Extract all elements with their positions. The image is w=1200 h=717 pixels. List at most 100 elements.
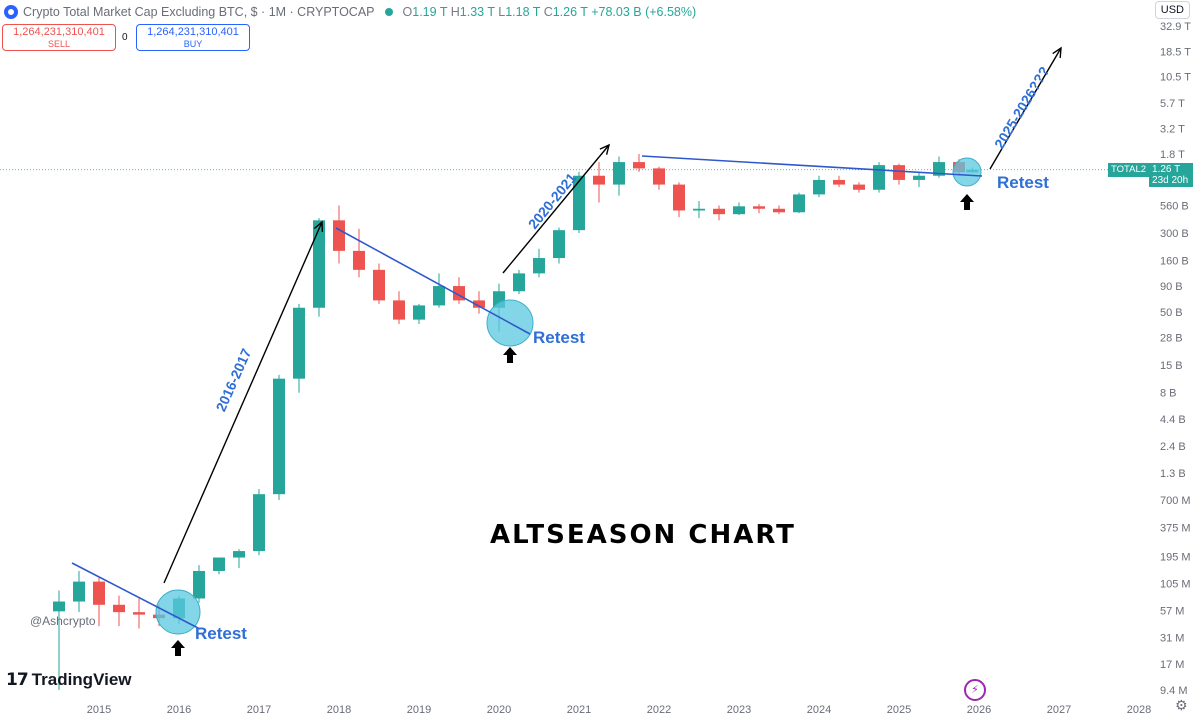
candle-body bbox=[273, 378, 285, 495]
candle-body bbox=[813, 179, 825, 195]
candle-body bbox=[553, 230, 565, 259]
symbol-logo-icon bbox=[4, 5, 18, 19]
y-tick-label: 160 B bbox=[1160, 256, 1189, 268]
y-tick-label: 1.8 T bbox=[1160, 149, 1185, 161]
candle-body bbox=[53, 601, 65, 612]
chart-header: Crypto Total Market Cap Excluding BTC, $… bbox=[0, 0, 696, 24]
retest-circle bbox=[155, 589, 201, 635]
x-tick-label: 2027 bbox=[1047, 704, 1071, 716]
y-tick-label: 300 B bbox=[1160, 228, 1189, 240]
cycle-label-2020: 2020-2021 bbox=[525, 170, 580, 232]
x-tick-label: 2019 bbox=[407, 704, 431, 716]
retest-label-2016: Retest bbox=[195, 624, 247, 643]
y-tick-label: 700 M bbox=[1160, 495, 1191, 507]
candle-body bbox=[433, 286, 445, 306]
candle-body bbox=[913, 175, 925, 180]
change-value: +78.03 B (+6.58%) bbox=[591, 5, 697, 19]
sell-price: 1,264,231,310,401 bbox=[13, 26, 105, 38]
candle-body bbox=[233, 551, 245, 558]
candle-body bbox=[353, 250, 365, 270]
x-tick-label: 2018 bbox=[327, 704, 351, 716]
symbol-title[interactable]: Crypto Total Market Cap Excluding BTC, $… bbox=[23, 5, 375, 19]
retest-arrow-icon bbox=[503, 347, 517, 363]
open-label: O bbox=[402, 5, 413, 19]
lightning-icon[interactable]: ⚡ bbox=[964, 679, 986, 701]
x-tick-label: 2025 bbox=[887, 704, 911, 716]
close-value: 1.26 T bbox=[552, 5, 588, 19]
candle-body bbox=[513, 273, 525, 292]
sell-button[interactable]: 1,264,231,310,401 SELL bbox=[2, 24, 116, 51]
candle-body bbox=[253, 494, 265, 552]
candle-body bbox=[373, 269, 385, 301]
cycle-arrow-2016 bbox=[163, 221, 323, 584]
candle-body bbox=[593, 175, 605, 185]
candle-body bbox=[773, 208, 785, 213]
candle-body bbox=[93, 581, 105, 605]
candle-body bbox=[633, 162, 645, 169]
candle-body bbox=[693, 208, 705, 211]
x-tick-label: 2023 bbox=[727, 704, 751, 716]
gear-icon[interactable]: ⚙ bbox=[1175, 697, 1188, 713]
candle-body bbox=[833, 179, 845, 185]
y-tick-label: 32.9 T bbox=[1160, 21, 1191, 33]
cycle-arrow-2016-head bbox=[313, 220, 324, 233]
candle-body bbox=[933, 162, 945, 176]
candle-body bbox=[713, 208, 725, 215]
candle-body bbox=[313, 220, 325, 308]
y-tick-label: 31 M bbox=[1160, 632, 1184, 644]
candle-body bbox=[533, 258, 545, 274]
high-label: H bbox=[450, 5, 460, 19]
candle-body bbox=[473, 300, 485, 308]
y-tick-label: 5.7 T bbox=[1160, 98, 1185, 110]
y-tick-label: 17 M bbox=[1160, 659, 1184, 671]
tradingview-logo[interactable]: 17 TradingView bbox=[6, 670, 132, 690]
y-tick-label: 375 M bbox=[1160, 523, 1191, 535]
cycle-arrow-2020 bbox=[502, 144, 610, 274]
y-tick-label: 8 B bbox=[1160, 388, 1177, 400]
sell-label: SELL bbox=[47, 39, 71, 49]
buy-button[interactable]: 1,264,231,310,401 BUY bbox=[136, 24, 250, 51]
x-tick-label: 2022 bbox=[647, 704, 671, 716]
candle-body bbox=[853, 184, 865, 190]
currency-selector[interactable]: USD bbox=[1154, 1, 1190, 19]
x-tick-label: 2015 bbox=[87, 704, 111, 716]
price-tag-countdown: 23d 20h bbox=[1152, 175, 1189, 186]
low-label: L bbox=[498, 5, 506, 19]
retest-label-2025: Retest bbox=[997, 173, 1049, 192]
spread-value: 0 bbox=[122, 32, 128, 43]
candle-body bbox=[193, 570, 205, 599]
price-tag-value-box: 1.26 T 23d 20h bbox=[1149, 163, 1194, 187]
x-tick-label: 2017 bbox=[247, 704, 271, 716]
y-tick-label: 105 M bbox=[1160, 579, 1191, 591]
y-tick-label: 9.4 M bbox=[1160, 685, 1188, 697]
cycle-arrow-2025 bbox=[989, 47, 1062, 170]
retest-arrow-icon bbox=[960, 194, 974, 210]
tradingview-mark-icon: 17 bbox=[6, 670, 29, 690]
candle-body bbox=[793, 194, 805, 213]
y-tick-label: 90 B bbox=[1160, 281, 1183, 293]
retest-label-2020: Retest bbox=[533, 328, 585, 347]
close-label: C bbox=[543, 5, 553, 19]
tradingview-brand: TradingView bbox=[31, 670, 132, 689]
candle-body bbox=[393, 300, 405, 320]
candle-body bbox=[293, 307, 305, 379]
candle-body bbox=[333, 220, 345, 251]
y-tick-label: 4.4 B bbox=[1160, 414, 1186, 426]
y-tick-label: 195 M bbox=[1160, 551, 1191, 563]
y-tick-label: 560 B bbox=[1160, 200, 1189, 212]
retest-circle bbox=[952, 157, 982, 187]
price-tag-value: 1.26 T bbox=[1152, 164, 1181, 175]
candle-body bbox=[653, 168, 665, 185]
trendline bbox=[641, 155, 983, 177]
cycle-label-2016: 2016-2017 bbox=[213, 346, 255, 414]
trendline bbox=[71, 562, 201, 630]
x-tick-label: 2028 bbox=[1127, 704, 1151, 716]
x-tick-label: 2021 bbox=[567, 704, 591, 716]
candle-body bbox=[213, 557, 225, 571]
candle-body bbox=[613, 162, 625, 185]
y-tick-label: 10.5 T bbox=[1160, 71, 1191, 83]
candle-body bbox=[133, 612, 145, 615]
y-tick-label: 3.2 T bbox=[1160, 124, 1185, 136]
